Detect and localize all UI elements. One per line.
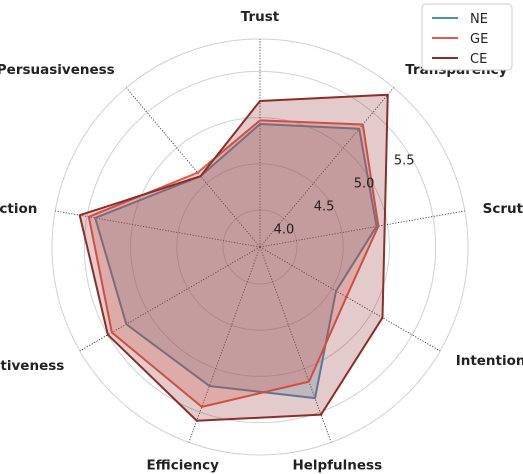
radar-series-layer [78,93,389,422]
legend-label-ge: GE [470,32,488,47]
grid-circle-1 [176,163,344,331]
radial-tick-label-2: 5.0 [354,176,375,191]
axis-label-trust: Trust [241,9,280,25]
series-ce-polygon [78,93,389,422]
legend-label-ce: CE [470,52,487,67]
radial-tick-label-0: 4.0 [274,223,295,238]
axis-label-helpfulness: Helpfulness [292,457,382,473]
radar-grid [51,38,469,456]
spoke-7 [55,210,261,248]
axis-label-scrutability: Scrutability [483,201,523,217]
axis-label-satisfaction: Satisfaction [0,201,37,217]
spoke-3 [259,246,441,352]
spoke-4 [259,246,332,443]
axis-label-persuasiveness: Persuasiveness [0,62,115,78]
radial-tick-label-3: 5.5 [394,153,415,168]
legend: NE GE CE [421,3,513,71]
spoke-2 [259,210,465,248]
axis-label-intention: Intention [456,353,523,369]
radial-tick-layer: 4.0 4.5 5.0 5.5 [274,153,415,237]
grid-circle-3 [83,70,437,424]
spoke-5 [188,246,261,443]
spoke-8 [125,87,261,248]
spoke-6 [79,246,261,352]
legend-frame [421,3,513,71]
legend-label-ne: NE [470,12,488,27]
axis-label-effectiveness: Effectiveness [0,358,64,374]
spoke-1 [259,87,395,248]
radial-tick-label-1: 4.5 [314,200,335,215]
axis-label-efficiency: Efficiency [146,457,219,473]
